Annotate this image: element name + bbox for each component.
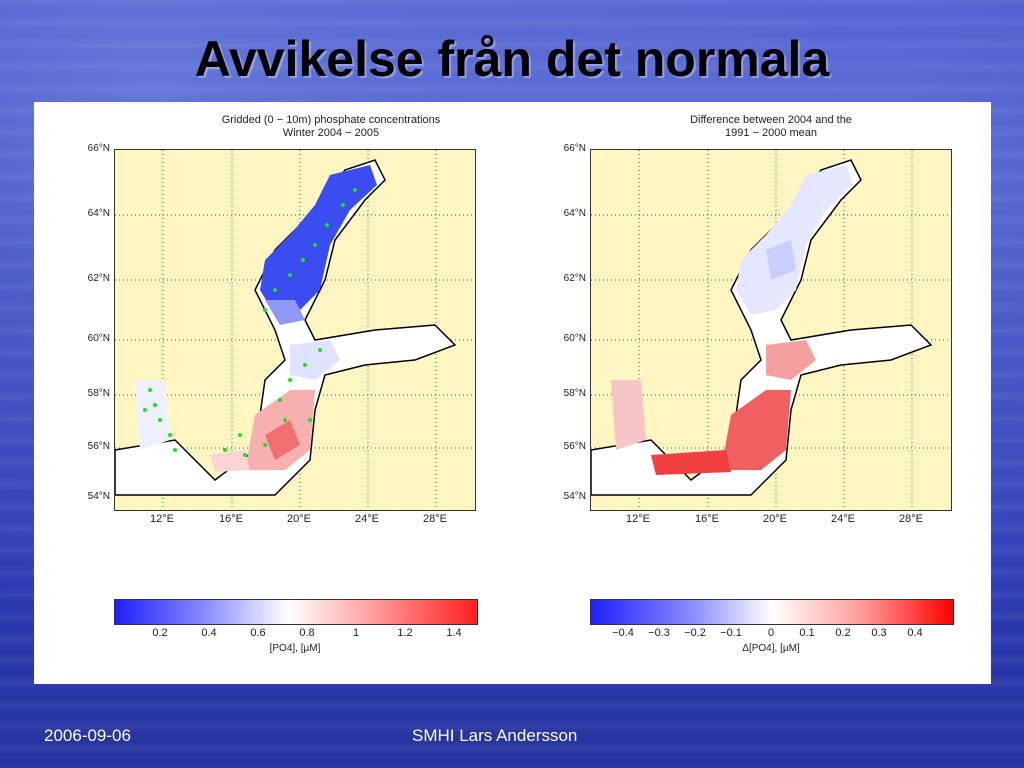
right-lon-20: 20°E xyxy=(763,513,787,525)
right-cbar-tick: 0.4 xyxy=(907,627,923,639)
left-cbar-tick: 0.6 xyxy=(250,627,266,639)
right-difference-map xyxy=(590,149,952,511)
left-lat-62: 62°N xyxy=(87,273,110,284)
right-lat-54: 54°N xyxy=(563,491,586,502)
right-map-svg xyxy=(591,150,951,510)
right-map-title-line2: 1991 − 2000 mean xyxy=(724,127,818,139)
right-lon-16: 16°E xyxy=(695,513,719,525)
right-cbar-tick: 0 xyxy=(767,627,775,639)
right-map-title: Difference between 2004 and the 1991 − 2… xyxy=(591,114,951,140)
left-map-title-line1: Gridded (0 − 10m) phosphate concentratio… xyxy=(221,114,441,126)
right-cbar-tick: −0.4 xyxy=(612,627,634,639)
right-lon-24: 24°E xyxy=(831,513,855,525)
right-lon-28: 28°E xyxy=(899,513,923,525)
left-map-svg xyxy=(115,150,475,510)
right-lat-58: 58°N xyxy=(563,388,586,399)
left-cbar-tick: 0.8 xyxy=(299,627,315,639)
right-cbar-tick: 0.1 xyxy=(799,627,815,639)
right-cbar-tick: 0.3 xyxy=(871,627,887,639)
left-lat-56: 56°N xyxy=(87,441,110,452)
left-lon-28: 28°E xyxy=(423,513,447,525)
right-lat-60: 60°N xyxy=(563,333,586,344)
footer-author: SMHI Lars Andersson xyxy=(412,726,578,745)
left-lat-64: 64°N xyxy=(87,208,110,219)
slide-title: Avvikelse från det normala xyxy=(194,31,830,87)
left-cbar-tick: 1.2 xyxy=(397,627,413,639)
left-colorbar xyxy=(114,599,478,625)
right-cbar-tick: 0.2 xyxy=(835,627,851,639)
right-colorbar-label: Δ[PO4], [µM] xyxy=(742,643,800,654)
left-phosphate-map xyxy=(114,149,476,511)
right-lat-56: 56°N xyxy=(563,441,586,452)
left-lat-60: 60°N xyxy=(87,333,110,344)
left-lat-66: 66°N xyxy=(87,143,110,154)
figure-panel: Gridded (0 − 10m) phosphate concentratio… xyxy=(34,102,991,684)
left-cbar-tick: 0.2 xyxy=(152,627,168,639)
left-lat-54: 54°N xyxy=(87,491,110,502)
right-map-title-line1: Difference between 2004 and the xyxy=(690,114,852,126)
right-lat-62: 62°N xyxy=(563,273,586,284)
left-lon-24: 24°E xyxy=(355,513,379,525)
left-lon-12: 12°E xyxy=(150,513,174,525)
right-cbar-tick: −0.2 xyxy=(684,627,706,639)
footer-date: 2006-09-06 xyxy=(44,726,131,745)
right-lon-12: 12°E xyxy=(626,513,650,525)
right-cbar-tick: −0.1 xyxy=(720,627,742,639)
left-lat-58: 58°N xyxy=(87,388,110,399)
right-colorbar xyxy=(590,599,954,625)
right-lat-66: 66°N xyxy=(563,143,586,154)
left-map-title-line2: Winter 2004 − 2005 xyxy=(282,127,380,139)
left-cbar-tick: 1 xyxy=(352,627,360,639)
left-cbar-tick: 1.4 xyxy=(446,627,462,639)
right-lat-64: 64°N xyxy=(563,208,586,219)
right-cbar-tick: −0.3 xyxy=(648,627,670,639)
left-colorbar-label: [PO4], [µM] xyxy=(269,643,321,654)
left-lon-20: 20°E xyxy=(287,513,311,525)
left-map-title: Gridded (0 − 10m) phosphate concentratio… xyxy=(151,114,511,140)
left-lon-16: 16°E xyxy=(219,513,243,525)
left-cbar-tick: 0.4 xyxy=(201,627,217,639)
